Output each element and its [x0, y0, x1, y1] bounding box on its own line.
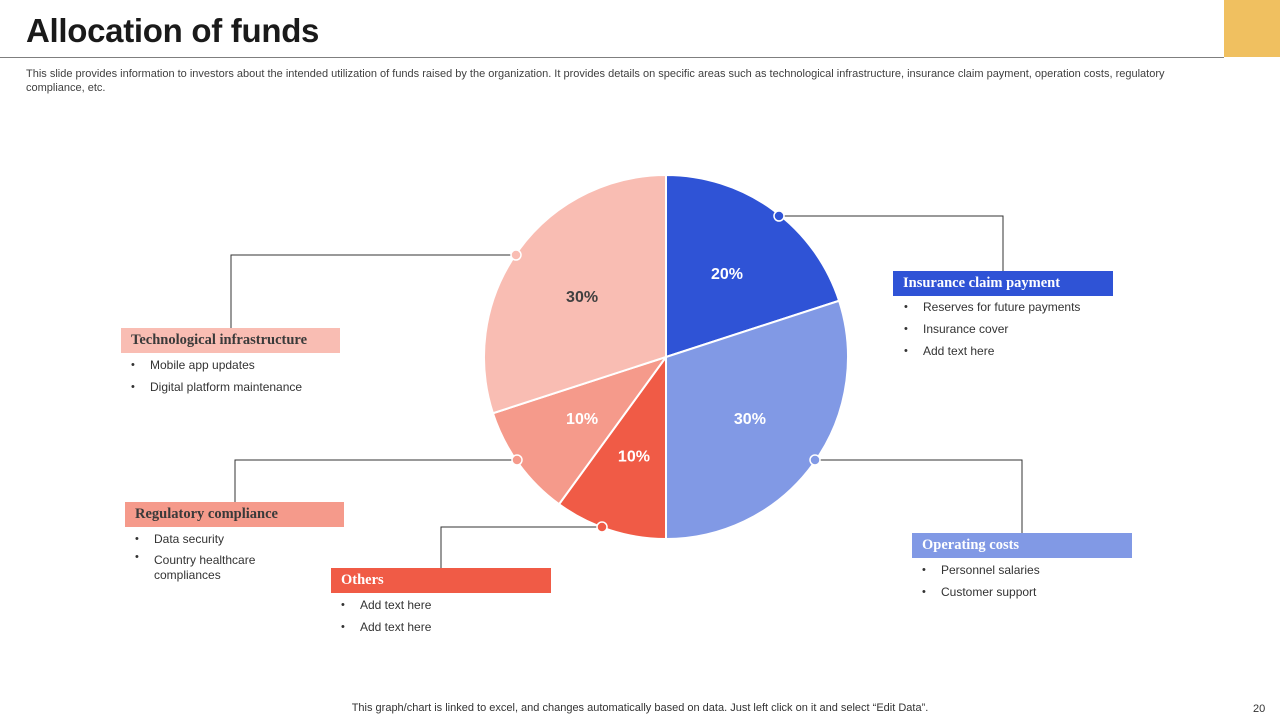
- pie-slice-insurance[interactable]: [665, 173, 841, 359]
- list-item: Country healthcare compliances: [135, 550, 285, 587]
- slice-value-label-regulatory: 10%: [566, 411, 598, 428]
- slide-subtitle: This slide provides information to inves…: [26, 68, 1165, 94]
- connector-line-technological: [230, 254, 516, 328]
- pie-slice-others[interactable]: [557, 353, 667, 541]
- list-item: Digital platform maintenance: [131, 376, 351, 398]
- list-item: Data security: [135, 528, 285, 550]
- operating-costs-bullets: Personnel salaries Customer support: [922, 559, 1122, 603]
- connector-dot-others: [596, 521, 608, 533]
- operating-costs-label: Operating costs: [912, 533, 1132, 558]
- pie-slices: [483, 173, 849, 541]
- list-item: Reserves for future payments: [904, 296, 1124, 318]
- list-item: Personnel salaries: [922, 559, 1122, 581]
- pie-slice-labels: 20% 30% 10% 10% 30%: [566, 266, 766, 466]
- slice-value-label-technological: 30%: [566, 289, 598, 306]
- list-item: Add text here: [904, 340, 1124, 362]
- slice-value-label-operating: 30%: [734, 411, 766, 428]
- insurance-claim-bullets: Reserves for future payments Insurance c…: [904, 296, 1124, 362]
- connector-dot-insurance: [773, 210, 785, 222]
- list-item: Add text here: [341, 616, 541, 638]
- slide-title: Allocation of funds: [26, 12, 320, 49]
- connector-dots: [510, 210, 821, 533]
- connector-line-regulatory: [234, 459, 517, 502]
- list-item: Add text here: [341, 594, 541, 616]
- others-bullets: Add text here Add text here: [341, 594, 541, 638]
- list-item: Mobile app updates: [131, 354, 351, 376]
- technological-infrastructure-bullets: Mobile app updates Digital platform main…: [131, 354, 351, 398]
- technological-infrastructure-label: Technological infrastructure: [121, 328, 340, 353]
- regulatory-compliance-label: Regulatory compliance: [125, 502, 344, 527]
- regulatory-compliance-bullets: Data security Country healthcare complia…: [135, 528, 285, 587]
- connector-dot-operating: [809, 454, 821, 466]
- connector-line-operating: [815, 459, 1023, 533]
- connector-line-others: [440, 526, 602, 568]
- others-label: Others: [331, 568, 551, 593]
- slice-value-label-others: 10%: [618, 449, 650, 466]
- insurance-claim-label: Insurance claim payment: [893, 271, 1113, 296]
- connector-dot-technological: [510, 249, 522, 261]
- list-item: Customer support: [922, 581, 1122, 603]
- corner-accent-block: [1224, 0, 1280, 57]
- connector-line-insurance: [779, 215, 1004, 271]
- connector-lines: [230, 215, 1023, 568]
- list-item: Insurance cover: [904, 318, 1124, 340]
- title-divider: [0, 57, 1224, 58]
- connector-dot-regulatory: [511, 454, 523, 466]
- page-number: 20: [1253, 703, 1266, 715]
- slice-value-label-insurance: 20%: [711, 266, 743, 283]
- footer-note: This graph/chart is linked to excel, and…: [351, 702, 929, 714]
